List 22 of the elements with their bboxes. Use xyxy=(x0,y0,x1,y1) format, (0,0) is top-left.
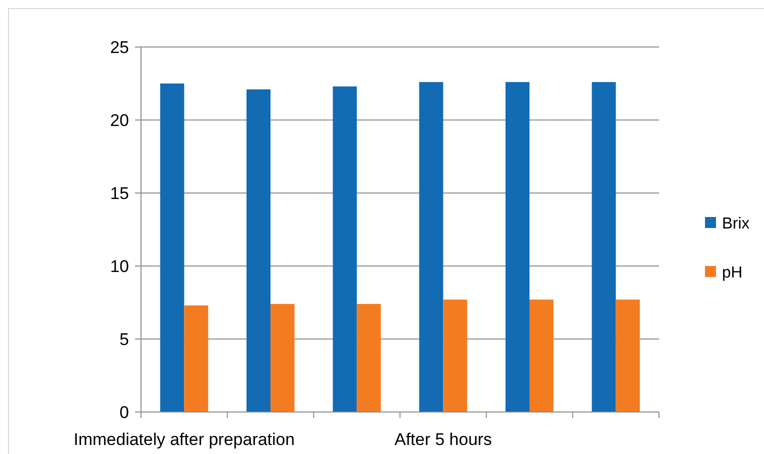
bar xyxy=(530,300,554,412)
bar xyxy=(616,300,640,412)
bar xyxy=(332,86,357,412)
bar xyxy=(184,305,208,412)
y-tick-label: 25 xyxy=(110,38,129,57)
legend-label: Brix xyxy=(722,216,750,233)
y-tick-label: 15 xyxy=(110,184,129,203)
y-tick-label: 10 xyxy=(110,256,129,276)
bar xyxy=(419,82,444,412)
legend-label: pH xyxy=(722,264,742,282)
y-tick-label: 5 xyxy=(120,330,129,349)
bar xyxy=(246,89,270,412)
bar xyxy=(506,82,530,412)
bar xyxy=(443,300,468,412)
x-tick-label: Immediately after preparation xyxy=(74,430,295,449)
x-tick-label: After 5 hours xyxy=(394,430,492,449)
y-tick-label: 20 xyxy=(110,110,129,130)
bar xyxy=(160,84,184,412)
bar xyxy=(356,304,381,412)
bar xyxy=(592,82,616,412)
bar xyxy=(270,304,294,412)
y-tick-label: 0 xyxy=(120,402,129,422)
